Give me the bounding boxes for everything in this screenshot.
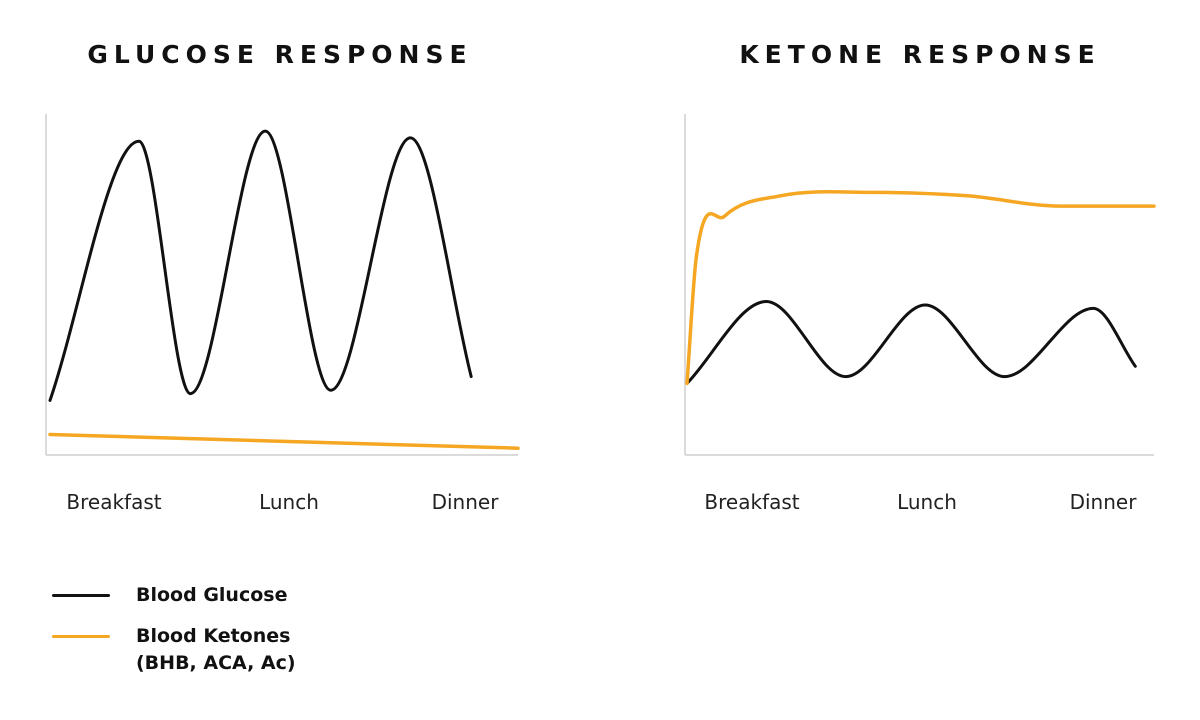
legend-swatch-glucose [52,594,110,597]
glucose-chart-title: GLUCOSE RESPONSE [87,40,473,69]
legend-item-blood-ketones: Blood Ketones (BHB, ACA, Ac) [52,623,296,677]
x-tick-label-breakfast: Breakfast [704,490,799,514]
legend-swatch-ketones [52,635,110,638]
x-tick-label-lunch: Lunch [897,490,957,514]
legend-label-ketones: Blood Ketones (BHB, ACA, Ac) [136,623,296,677]
x-tick-label-breakfast: Breakfast [66,490,161,514]
blood-ketones-line [48,432,520,450]
x-tick-label-lunch: Lunch [259,490,319,514]
blood-glucose-line [48,129,473,402]
glucose-response-chart: Breakfast Lunch Dinner [45,114,520,514]
blood-glucose-line [685,299,1137,385]
x-tick-label-dinner: Dinner [1070,490,1138,514]
blood-ketones-line [685,190,1156,386]
x-tick-label-dinner: Dinner [432,490,500,514]
legend-label-glucose: Blood Glucose [136,584,288,606]
legend-label-ketones-subtitle: (BHB, ACA, Ac) [136,652,296,674]
legend-label-ketones-title: Blood Ketones [136,625,291,647]
ketone-response-chart: Breakfast Lunch Dinner [684,114,1156,514]
legend-item-blood-glucose: Blood Glucose [52,582,296,609]
legend: Blood Glucose Blood Ketones (BHB, ACA, A… [52,582,296,691]
ketone-chart-title: KETONE RESPONSE [739,40,1101,69]
